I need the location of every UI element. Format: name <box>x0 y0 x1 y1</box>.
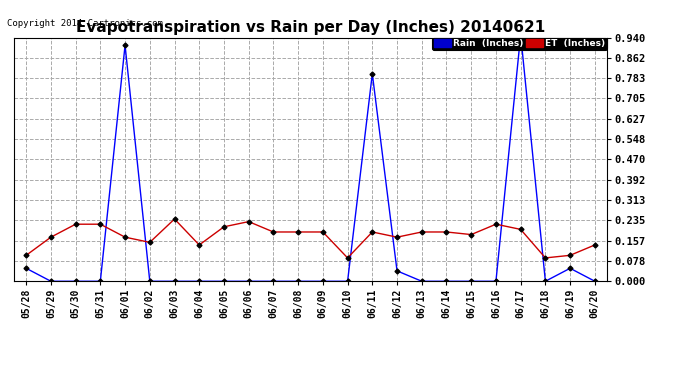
Text: Copyright 2014 Cartronics.com: Copyright 2014 Cartronics.com <box>7 19 163 28</box>
Legend: Rain  (Inches), ET  (Inches): Rain (Inches), ET (Inches) <box>433 38 607 50</box>
Title: Evapotranspiration vs Rain per Day (Inches) 20140621: Evapotranspiration vs Rain per Day (Inch… <box>76 20 545 35</box>
